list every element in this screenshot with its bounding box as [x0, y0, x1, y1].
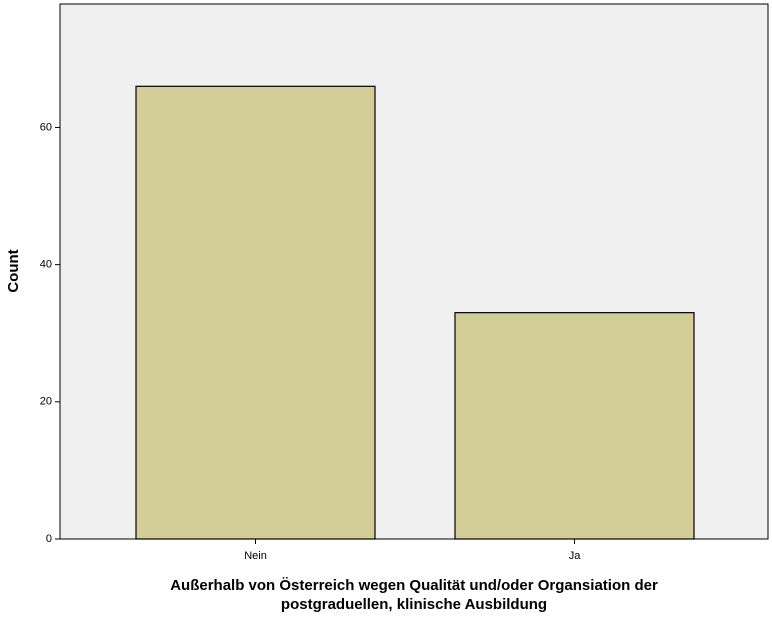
bar — [454, 312, 695, 540]
y-axis-title: Count — [5, 249, 22, 292]
y-tick-label: 60 — [40, 121, 52, 133]
x-tick-label: Nein — [244, 550, 267, 562]
bar — [135, 85, 376, 540]
y-tick-label: 0 — [46, 533, 52, 545]
y-tick-label: 40 — [40, 259, 52, 271]
y-tick-label: 20 — [40, 396, 52, 408]
x-tick-label: Ja — [569, 550, 582, 562]
x-axis-title: Außerhalb von Österreich wegen Qualität … — [170, 577, 658, 594]
x-axis-title: postgraduellen, klinische Ausbildung — [281, 596, 547, 613]
